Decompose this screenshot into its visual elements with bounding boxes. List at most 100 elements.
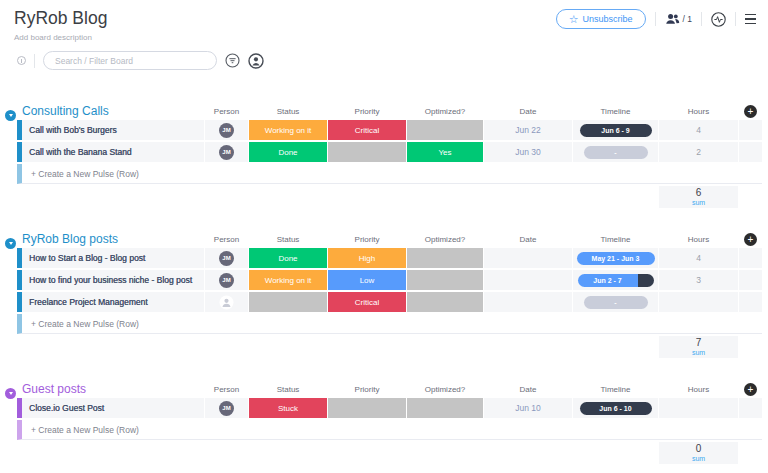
timeline-cell[interactable]: Jun 2 - 7 — [573, 270, 658, 290]
date-cell[interactable] — [484, 270, 572, 290]
column-header-priority[interactable]: Priority — [328, 385, 406, 396]
board-menu-icon[interactable] — [745, 14, 756, 24]
hours-cell[interactable]: 4 — [659, 120, 738, 140]
board-description[interactable]: Add board description — [14, 33, 107, 42]
search-input[interactable] — [43, 51, 217, 70]
sum-label: sum — [692, 349, 705, 357]
column-header-priority[interactable]: Priority — [328, 107, 406, 118]
hours-cell[interactable] — [659, 398, 738, 418]
row-name[interactable]: Call with the Banana Stand — [17, 142, 204, 162]
status-cell[interactable]: Done — [249, 248, 327, 268]
person-cell[interactable]: JM — [205, 248, 248, 268]
timeline-cell[interactable]: May 21 - Jun 3 — [573, 248, 658, 268]
optimized-cell[interactable] — [407, 248, 483, 268]
status-cell[interactable]: Done — [249, 142, 327, 162]
person-cell[interactable]: JM — [205, 270, 248, 290]
hours-cell[interactable] — [659, 292, 738, 312]
create-new-pulse-row[interactable]: + Create a New Pulse (Row) — [17, 420, 762, 440]
add-cell — [739, 120, 762, 140]
optimized-cell[interactable] — [407, 398, 483, 418]
add-column-button[interactable]: + — [744, 233, 757, 246]
collapse-group-icon[interactable] — [5, 110, 16, 121]
optimized-cell[interactable] — [407, 120, 483, 140]
group-title[interactable]: RyRob Blog posts — [22, 233, 118, 246]
hours-cell[interactable]: 4 — [659, 248, 738, 268]
priority-cell[interactable] — [328, 142, 406, 162]
column-header-person[interactable]: Person — [205, 107, 248, 118]
row-name[interactable]: Close.io Guest Post — [17, 398, 204, 418]
date-cell[interactable]: Jun 10 — [484, 398, 572, 418]
create-new-pulse-row[interactable]: + Create a New Pulse (Row) — [17, 314, 762, 334]
column-header-date[interactable]: Date — [484, 107, 572, 118]
chevron-down-icon — [9, 392, 13, 395]
timeline-cell[interactable]: - — [573, 142, 658, 162]
person-filter-icon[interactable] — [248, 53, 264, 69]
optimized-cell[interactable] — [407, 292, 483, 312]
hours-cell[interactable]: 3 — [659, 270, 738, 290]
add-column-button[interactable]: + — [744, 105, 757, 118]
timeline-cell[interactable]: Jun 6 - 9 — [573, 120, 658, 140]
column-header-hours[interactable]: Hours — [659, 385, 738, 396]
column-header-optimized[interactable]: Optimized? — [407, 235, 483, 246]
add-column-button[interactable]: + — [744, 383, 757, 396]
priority-cell[interactable]: Low — [328, 270, 406, 290]
optimized-cell[interactable]: Yes — [407, 142, 483, 162]
create-new-pulse-row[interactable]: + Create a New Pulse (Row) — [17, 164, 762, 184]
timeline-cell[interactable]: Jun 6 - 10 — [573, 398, 658, 418]
collapse-group-icon[interactable] — [5, 238, 16, 249]
people-icon — [665, 13, 680, 25]
date-cell[interactable] — [484, 248, 572, 268]
date-cell[interactable]: Jun 30 — [484, 142, 572, 162]
column-header-timeline[interactable]: Timeline — [573, 385, 658, 396]
filter-icon[interactable] — [225, 53, 240, 68]
group-header: Guest posts PersonStatusPriorityOptimized… — [17, 377, 768, 396]
column-header-person[interactable]: Person — [205, 385, 248, 396]
column-header-timeline[interactable]: Timeline — [573, 235, 658, 246]
column-header-hours[interactable]: Hours — [659, 107, 738, 118]
column-header-priority[interactable]: Priority — [328, 235, 406, 246]
row-name[interactable]: How to find your business niche - Blog p… — [17, 270, 204, 290]
group-title[interactable]: Guest posts — [22, 383, 86, 396]
board-title[interactable]: RyRob Blog — [14, 8, 107, 29]
column-header-status[interactable]: Status — [249, 107, 327, 118]
info-icon[interactable] — [17, 56, 26, 65]
priority-cell[interactable]: Critical — [328, 292, 406, 312]
column-header-person[interactable]: Person — [205, 235, 248, 246]
column-header-date[interactable]: Date — [484, 385, 572, 396]
person-cell[interactable] — [205, 292, 248, 312]
status-cell[interactable]: Working on it — [249, 120, 327, 140]
status-cell[interactable]: Working on it — [249, 270, 327, 290]
row-name[interactable]: Freelance Project Management — [17, 292, 204, 312]
board-groups: Consulting CallsPersonStatusPriorityOpti… — [17, 99, 768, 464]
unsubscribe-button[interactable]: ☆ Unsubscribe — [556, 9, 646, 29]
table-row: How to Start a Blog - Blog postJMDoneHig… — [17, 248, 768, 268]
group-title[interactable]: Consulting Calls — [22, 105, 109, 118]
column-header-date[interactable]: Date — [484, 235, 572, 246]
optimized-cell[interactable] — [407, 270, 483, 290]
row-name[interactable]: Call with Bob's Burgers — [17, 120, 204, 140]
priority-cell[interactable]: Critical — [328, 120, 406, 140]
priority-cell[interactable]: High — [328, 248, 406, 268]
column-header-timeline[interactable]: Timeline — [573, 107, 658, 118]
collapse-group-icon[interactable] — [5, 388, 16, 399]
person-cell[interactable]: JM — [205, 142, 248, 162]
activity-icon[interactable] — [711, 12, 726, 27]
column-header-status[interactable]: Status — [249, 235, 327, 246]
board-members-button[interactable]: / 1 — [665, 13, 692, 25]
person-cell[interactable]: JM — [205, 398, 248, 418]
hours-cell[interactable]: 2 — [659, 142, 738, 162]
column-header-status[interactable]: Status — [249, 385, 327, 396]
status-cell[interactable] — [249, 292, 327, 312]
person-cell[interactable]: JM — [205, 120, 248, 140]
sum-value: 0 — [696, 443, 702, 455]
timeline-cell[interactable]: - — [573, 292, 658, 312]
date-cell[interactable] — [484, 292, 572, 312]
date-cell[interactable]: Jun 22 — [484, 120, 572, 140]
sum-row: 6sum — [17, 186, 768, 208]
column-header-hours[interactable]: Hours — [659, 235, 738, 246]
column-header-optimized[interactable]: Optimized? — [407, 107, 483, 118]
column-header-optimized[interactable]: Optimized? — [407, 385, 483, 396]
row-name[interactable]: How to Start a Blog - Blog post — [17, 248, 204, 268]
status-cell[interactable]: Stuck — [249, 398, 327, 418]
priority-cell[interactable] — [328, 398, 406, 418]
